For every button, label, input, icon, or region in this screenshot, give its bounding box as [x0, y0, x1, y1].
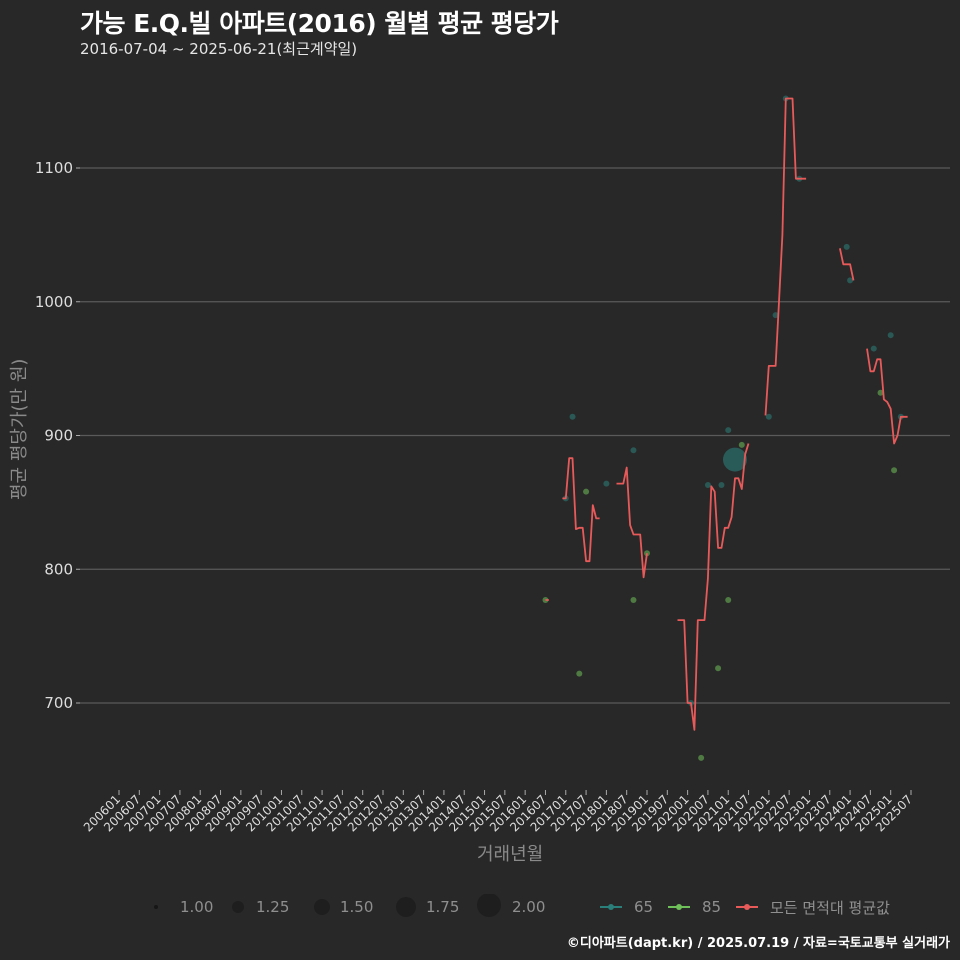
data-point-85 — [698, 754, 705, 761]
data-point-65 — [887, 332, 894, 339]
data-point-65 — [725, 427, 732, 434]
data-point-65 — [569, 413, 576, 420]
data-point-65 — [843, 243, 850, 250]
data-point-85 — [877, 389, 884, 396]
legend-line-65-icon — [600, 904, 622, 910]
legend-size-4: 1.75 — [394, 896, 459, 918]
legend-line-avg-icon — [736, 904, 758, 910]
data-point-85 — [738, 441, 745, 448]
data-point-65 — [704, 481, 711, 488]
y-tick-label: 900 — [44, 427, 73, 445]
legend-size-3: 1.50 — [312, 896, 373, 918]
avg-line — [562, 457, 600, 563]
legend-line-85-icon — [668, 904, 690, 910]
avg-line — [839, 248, 855, 281]
data-point-85 — [542, 597, 549, 604]
legend-series-65[interactable]: 65 — [598, 896, 653, 918]
legend-size-1: 1.00 — [150, 896, 213, 918]
chart-title: 가능 E.Q.빌 아파트(2016) 월별 평균 평당가 — [80, 9, 559, 38]
legend-size-2: 1.25 — [230, 896, 289, 918]
data-point-65 — [718, 481, 725, 488]
y-tick-label: 700 — [44, 694, 73, 712]
y-axis-label: 평균 평당가(만 원) — [9, 358, 30, 500]
data-point-65 — [847, 277, 854, 284]
data-point-85 — [891, 467, 898, 474]
data-point-65 — [772, 312, 779, 319]
data-point-65 — [630, 447, 637, 454]
legend-size-5: 2.00 — [476, 894, 545, 918]
data-point-65 — [870, 345, 877, 352]
data-point-85 — [725, 597, 732, 604]
legend-series-85[interactable]: 85 — [666, 896, 721, 918]
data-point-85 — [583, 488, 590, 495]
y-tick-label: 800 — [44, 560, 73, 578]
data-point-85 — [630, 597, 637, 604]
data-point-65 — [765, 413, 772, 420]
legend-series-avg[interactable]: 모든 면적대 평균값 — [734, 896, 890, 918]
x-axis-label: 거래년월 — [477, 844, 544, 865]
legend: 1.00 1.25 1.50 1.75 2.00 65 85 모든 면적대 평균… — [0, 894, 960, 920]
data-point-65 — [723, 447, 747, 472]
data-point-85 — [576, 670, 583, 677]
source-caption: ©디아파트(dapt.kr) / 2025.07.19 / 자료=국토교통부 실… — [566, 936, 950, 951]
avg-line — [866, 348, 908, 445]
y-tick-label: 1100 — [35, 159, 73, 177]
avg-line — [764, 97, 807, 416]
data-point-65 — [603, 480, 610, 487]
avg-line — [677, 443, 750, 731]
avg-line — [616, 466, 648, 579]
y-tick-label: 1000 — [35, 293, 73, 311]
chart-subtitle: 2016-07-04 ~ 2025-06-21(최근계약일) — [80, 40, 358, 58]
data-point-85 — [715, 665, 722, 672]
